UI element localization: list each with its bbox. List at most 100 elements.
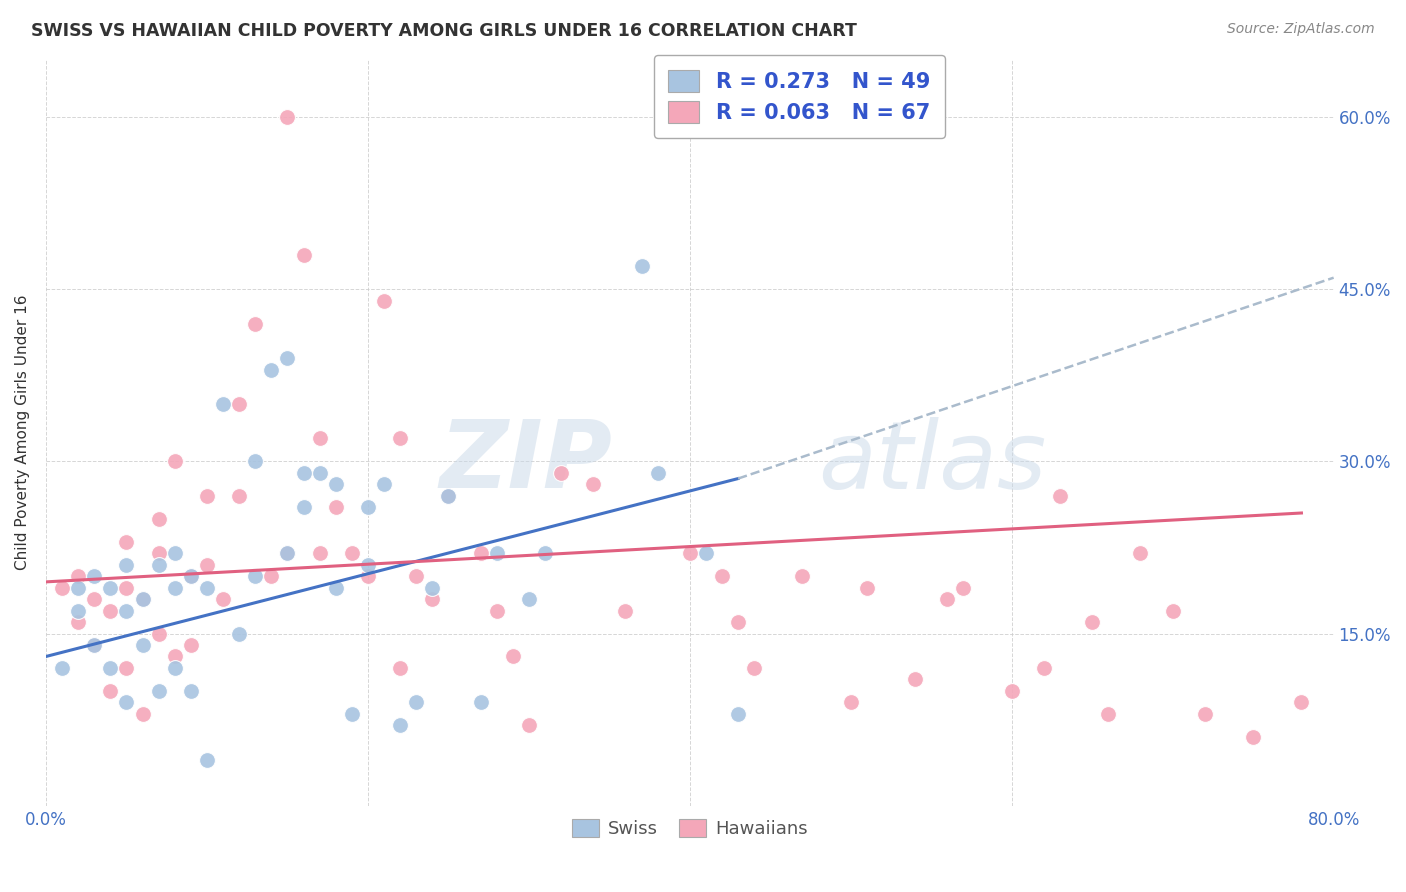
Point	[437, 489, 460, 503]
Point	[647, 466, 669, 480]
Point	[276, 546, 298, 560]
Point	[276, 110, 298, 124]
Point	[260, 362, 283, 376]
Point	[51, 661, 73, 675]
Point	[405, 695, 427, 709]
Point	[373, 293, 395, 308]
Y-axis label: Child Poverty Among Girls Under 16: Child Poverty Among Girls Under 16	[15, 295, 30, 570]
Point	[195, 558, 218, 572]
Point	[1241, 730, 1264, 744]
Point	[1032, 661, 1054, 675]
Point	[67, 581, 90, 595]
Point	[163, 649, 186, 664]
Point	[98, 603, 121, 617]
Point	[1129, 546, 1152, 560]
Point	[228, 626, 250, 640]
Point	[357, 569, 380, 583]
Point	[389, 718, 412, 732]
Point	[115, 534, 138, 549]
Point	[325, 477, 347, 491]
Point	[67, 615, 90, 629]
Point	[325, 500, 347, 515]
Point	[228, 397, 250, 411]
Point	[292, 248, 315, 262]
Point	[1049, 489, 1071, 503]
Point	[485, 546, 508, 560]
Point	[308, 431, 330, 445]
Point	[582, 477, 605, 491]
Text: atlas: atlas	[818, 417, 1047, 508]
Point	[839, 695, 862, 709]
Point	[405, 569, 427, 583]
Point	[1097, 706, 1119, 721]
Point	[115, 695, 138, 709]
Point	[437, 489, 460, 503]
Point	[148, 558, 170, 572]
Point	[550, 466, 572, 480]
Legend: Swiss, Hawaiians: Swiss, Hawaiians	[564, 812, 815, 846]
Point	[1161, 603, 1184, 617]
Point	[517, 718, 540, 732]
Point	[340, 546, 363, 560]
Point	[83, 592, 105, 607]
Point	[292, 466, 315, 480]
Point	[936, 592, 959, 607]
Point	[711, 569, 734, 583]
Point	[742, 661, 765, 675]
Point	[389, 431, 412, 445]
Point	[470, 546, 492, 560]
Point	[340, 706, 363, 721]
Point	[357, 558, 380, 572]
Point	[148, 626, 170, 640]
Point	[195, 581, 218, 595]
Point	[1001, 684, 1024, 698]
Point	[83, 569, 105, 583]
Point	[245, 569, 267, 583]
Text: SWISS VS HAWAIIAN CHILD POVERTY AMONG GIRLS UNDER 16 CORRELATION CHART: SWISS VS HAWAIIAN CHILD POVERTY AMONG GI…	[31, 22, 856, 40]
Point	[131, 638, 153, 652]
Point	[630, 259, 652, 273]
Point	[245, 317, 267, 331]
Point	[163, 454, 186, 468]
Point	[67, 569, 90, 583]
Point	[695, 546, 717, 560]
Point	[115, 581, 138, 595]
Point	[389, 661, 412, 675]
Point	[212, 592, 235, 607]
Point	[308, 466, 330, 480]
Point	[485, 603, 508, 617]
Point	[245, 454, 267, 468]
Point	[51, 581, 73, 595]
Point	[131, 592, 153, 607]
Point	[357, 500, 380, 515]
Point	[163, 546, 186, 560]
Point	[131, 592, 153, 607]
Point	[228, 489, 250, 503]
Point	[180, 569, 202, 583]
Point	[148, 546, 170, 560]
Point	[727, 615, 749, 629]
Point	[276, 351, 298, 365]
Point	[115, 661, 138, 675]
Point	[534, 546, 557, 560]
Point	[792, 569, 814, 583]
Point	[420, 592, 443, 607]
Point	[83, 638, 105, 652]
Point	[195, 753, 218, 767]
Point	[260, 569, 283, 583]
Point	[856, 581, 879, 595]
Point	[67, 603, 90, 617]
Point	[308, 546, 330, 560]
Point	[276, 546, 298, 560]
Point	[727, 706, 749, 721]
Point	[195, 489, 218, 503]
Text: Source: ZipAtlas.com: Source: ZipAtlas.com	[1227, 22, 1375, 37]
Point	[420, 581, 443, 595]
Point	[163, 581, 186, 595]
Point	[83, 638, 105, 652]
Point	[163, 661, 186, 675]
Point	[904, 673, 927, 687]
Point	[180, 638, 202, 652]
Point	[373, 477, 395, 491]
Point	[614, 603, 637, 617]
